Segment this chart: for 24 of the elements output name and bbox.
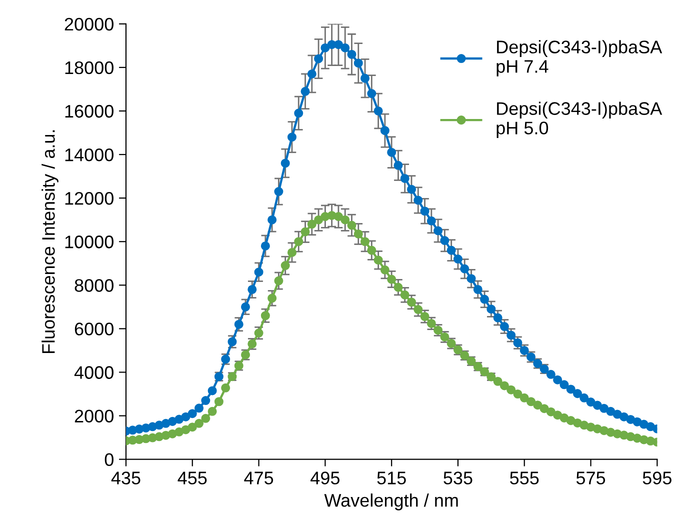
x-tick-label: 515 [377,472,406,484]
y-tick-label: 20000 [64,18,114,31]
legend-label: Depsi(C343-I)pbaSA pH 7.4 [496,40,662,76]
x-tick-label: 595 [642,472,672,484]
x-tick-label: 435 [111,472,140,484]
y-tick-label: 10000 [65,236,114,248]
x-tick-label: 475 [244,472,274,484]
y-tick-label: 0 [104,453,114,466]
legend-label: Depsi(C343-I)pbaSA pH 5.0 [496,102,662,138]
x-tick-label: 535 [444,472,472,484]
y-tick-label: 14000 [65,148,114,162]
y-tick-label: 18000 [65,61,114,74]
x-axis-title: Wavelength / nm [324,494,458,510]
y-tick-label: 4000 [74,366,114,379]
y-tick-label: 8000 [74,279,114,292]
y-tick-label: 12000 [65,192,114,205]
y-tick-label: 16000 [65,104,114,118]
y-tick-label: 6000 [74,322,114,336]
x-tick-label: 555 [510,472,539,484]
x-tick-label: 455 [178,472,207,484]
y-axis-title: Fluorescence Intensity / a.u. [42,130,58,354]
x-tick-label: 495 [310,472,340,484]
x-tick-label: 575 [576,472,606,484]
y-tick-label: 2000 [74,410,114,422]
